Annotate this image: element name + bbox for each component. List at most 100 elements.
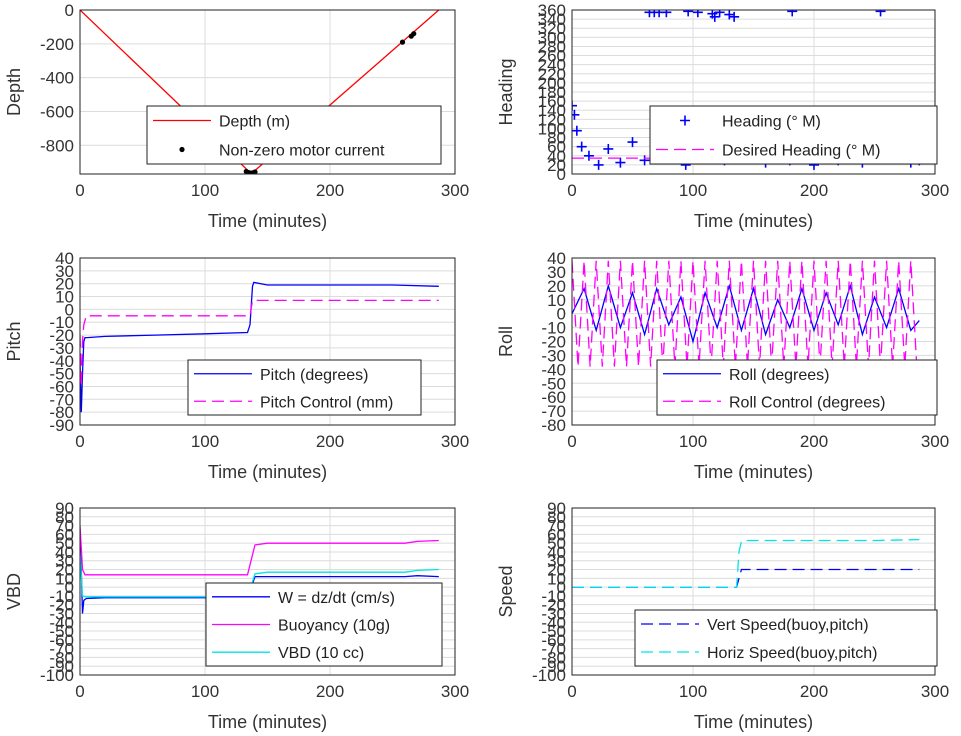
y-tick-label: -100 (40, 666, 74, 685)
vbd-series-group (80, 525, 439, 614)
y-tick-label: -40 (49, 352, 74, 371)
y-tick-label: 90 (547, 499, 566, 518)
pitch-legend: Pitch (degrees) Pitch Control (mm) (187, 359, 422, 416)
y-tick-label: -60 (49, 631, 74, 650)
heading-legend: Heading (° M) Desired Heading (° M) (649, 105, 938, 165)
x-tick-label: 100 (191, 432, 219, 451)
heading-series-heading-m-point (724, 10, 735, 20)
roll-series-roll-degrees-line (572, 283, 920, 345)
y-tick-label: -80 (541, 648, 566, 667)
speed-axes-frame (571, 507, 936, 676)
heading-axes-frame (571, 9, 936, 175)
vbd-series-buoyancy-10g-line (80, 525, 439, 576)
legend-label: Buoyancy (10g) (278, 618, 390, 635)
y-tick-label: -50 (49, 622, 74, 641)
y-tick-label: -40 (49, 613, 74, 632)
y-tick-label: -80 (541, 416, 566, 435)
y-tick-label: -200 (40, 35, 74, 54)
y-tick-label: -80 (49, 648, 74, 667)
y-tick-label: 300 (538, 28, 566, 47)
x-tick-label: 0 (75, 181, 84, 200)
speed-series-group (572, 538, 920, 588)
y-tick-label: 240 (538, 56, 566, 75)
y-tick-label: 220 (538, 65, 566, 84)
x-tick-label: 0 (567, 682, 576, 701)
y-tick-label: 0 (65, 578, 74, 597)
roll-series-group (572, 260, 920, 367)
y-tick-label: 80 (55, 508, 74, 527)
legend-box (634, 609, 938, 667)
heading-series-heading-m-point (615, 157, 626, 168)
legend-label: Depth (m) (219, 114, 290, 131)
y-tick-label: -30 (49, 339, 74, 358)
y-tick-label: 0 (557, 578, 566, 597)
roll-chart: 0 100 200 300403020100-10-20-30-40-50-60-70… (496, 249, 949, 482)
x-tick-label: 300 (441, 682, 469, 701)
y-tick-label: -20 (49, 326, 74, 345)
y-axis-label: Depth (4, 68, 24, 116)
x-axis-label: Time (minutes) (694, 462, 813, 482)
y-tick-label: -60 (541, 631, 566, 650)
x-axis-label: Time (minutes) (208, 712, 327, 732)
y-tick-label: -30 (541, 346, 566, 365)
legend-label: Non-zero motor current (219, 143, 385, 160)
depth-legend: Depth (m) Non-zero motor current (146, 105, 442, 165)
y-tick-label: 60 (547, 138, 566, 157)
legend-box (146, 105, 442, 165)
heading-series-heading-m-point (627, 137, 638, 148)
y-tick-label: 20 (547, 561, 566, 580)
x-tick-label: 300 (441, 181, 469, 200)
y-tick-label: 280 (538, 37, 566, 56)
x-axis-label: Time (minutes) (694, 211, 813, 231)
y-tick-label: 40 (547, 249, 566, 268)
y-tick-label: 0 (65, 300, 74, 319)
heading-series-heading-m-point (787, 10, 798, 17)
heading-series-heading-m-point (572, 109, 580, 120)
depth-series-non-zero-motor-current-point (399, 39, 406, 45)
legend-label: Horiz Speed(buoy,pitch) (707, 645, 877, 662)
y-tick-label: 40 (55, 543, 74, 562)
legend-label: Desired Heading (° M) (722, 143, 880, 160)
y-tick-label: 360 (538, 1, 566, 20)
x-tick-label: 300 (921, 181, 949, 200)
heading-series-heading-m-point (661, 10, 672, 18)
x-tick-label: 0 (567, 181, 576, 200)
x-tick-label: 200 (316, 181, 344, 200)
x-tick-label: 200 (800, 682, 828, 701)
y-tick-label: 10 (547, 291, 566, 310)
y-tick-label: -50 (49, 365, 74, 384)
y-tick-label: 50 (55, 534, 74, 553)
x-tick-label: 300 (921, 682, 949, 701)
y-tick-label: -10 (49, 587, 74, 606)
y-tick-label: 260 (538, 47, 566, 66)
legend-box (649, 105, 938, 165)
legend-label: Roll Control (degrees) (729, 394, 886, 411)
x-tick-label: 200 (800, 181, 828, 200)
x-tick-label: 200 (316, 682, 344, 701)
heading-series-heading-m-point (603, 143, 614, 154)
y-tick-label: -600 (40, 102, 74, 121)
heading-series-heading-m-point (593, 159, 604, 170)
x-axis-label: Time (minutes) (208, 462, 327, 482)
y-tick-label: 20 (547, 156, 566, 175)
y-tick-label: 40 (55, 249, 74, 268)
y-tick-label: 20 (547, 277, 566, 296)
vbd-series-vbd-10-cc-line (80, 551, 439, 598)
y-tick-label: 30 (55, 262, 74, 281)
heading-chart: 0 100 200 300020406080100120140160180200220… (496, 1, 949, 231)
legend-box (187, 359, 422, 416)
legend-box (656, 359, 938, 416)
x-tick-label: 100 (679, 432, 707, 451)
speed-chart: 0 100 200 3009080706050403020100-10-20-30-4… (496, 499, 949, 732)
y-tick-label: 140 (538, 101, 566, 120)
y-tick-label: 120 (538, 110, 566, 129)
depth-axes-frame (79, 9, 456, 175)
x-tick-label: 100 (191, 181, 219, 200)
y-tick-label: 340 (538, 10, 566, 29)
legend-label: W = dz/dt (cm/s) (278, 590, 395, 607)
y-tick-label: -20 (541, 596, 566, 615)
y-tick-label: 0 (65, 1, 74, 20)
y-axis-label: Roll (496, 326, 516, 357)
y-tick-label: 40 (547, 543, 566, 562)
